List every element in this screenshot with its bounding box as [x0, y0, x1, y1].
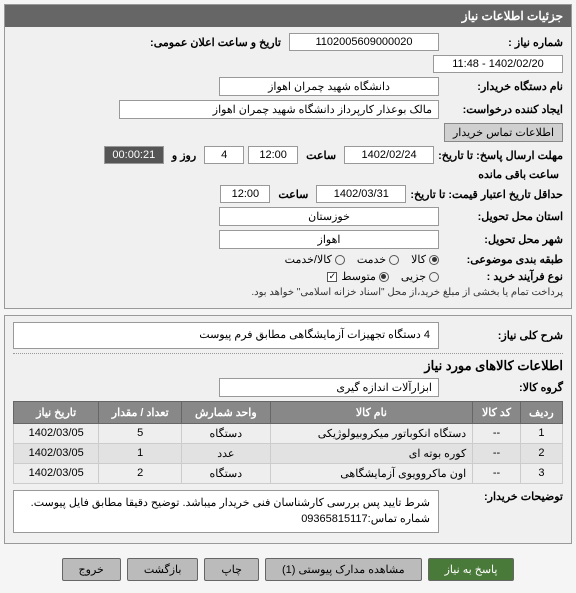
buyer-note-label: توضیحات خریدار:	[443, 490, 563, 503]
category-label: طبقه بندی موضوعی:	[443, 253, 563, 266]
deadline-time: 12:00	[248, 146, 298, 164]
need-no-label: شماره نیاز :	[443, 36, 563, 49]
table-cell: دستگاه	[182, 463, 271, 483]
valid-time: 12:00	[220, 185, 270, 203]
panel-title: جزئیات اطلاعات نیاز	[5, 5, 571, 27]
time-label-2: ساعت	[274, 188, 312, 201]
table-cell: دستگاه	[182, 423, 271, 443]
table-cell: 5	[99, 423, 182, 443]
table-cell: --	[473, 443, 521, 463]
radio-goods[interactable]: کالا	[411, 253, 439, 266]
contact-button[interactable]: اطلاعات تماس خریدار	[444, 123, 563, 142]
buyer-note: شرط تایید پس بررسی کارشناسان فنی خریدار …	[13, 490, 439, 533]
process-radio-group: جزیی متوسط	[341, 270, 439, 283]
desc-label: شرح کلی نیاز:	[443, 329, 563, 342]
group-field: ابزارآلات اندازه گیری	[219, 378, 439, 397]
reply-button[interactable]: پاسخ به نیاز	[428, 558, 515, 581]
valid-date: 1402/03/31	[316, 185, 406, 203]
announce-label: تاریخ و ساعت اعلان عمومی:	[146, 36, 285, 49]
items-header: اطلاعات کالاهای مورد نیاز	[13, 358, 563, 374]
exit-button[interactable]: خروج	[62, 558, 121, 581]
table-header: نام کالا	[270, 401, 473, 423]
back-button[interactable]: بازگشت	[127, 558, 199, 581]
table-header: واحد شمارش	[182, 401, 271, 423]
table-cell: 2	[99, 463, 182, 483]
province-label: استان محل تحویل:	[443, 210, 563, 223]
radio-goods-label: کالا	[411, 253, 426, 266]
radio-service-label: خدمت	[357, 253, 386, 266]
radio-dot-icon	[429, 272, 439, 282]
radio-medium-label: متوسط	[341, 270, 376, 283]
category-radio-group: کالا خدمت کالا/خدمت	[285, 253, 439, 266]
table-header: کد کالا	[473, 401, 521, 423]
countdown-label: ساعت باقی مانده	[474, 168, 563, 181]
radio-partial[interactable]: جزیی	[401, 270, 439, 283]
payment-checkbox[interactable]	[327, 272, 337, 282]
table-cell: 1	[520, 423, 562, 443]
valid-label: حداقل تاریخ اعتبار قیمت: تا تاریخ:	[410, 188, 563, 201]
panel-body: شماره نیاز : 1102005609000020 تاریخ و سا…	[5, 27, 571, 308]
creator-label: ایجاد کننده درخواست:	[443, 103, 563, 116]
time-label-1: ساعت	[302, 149, 340, 162]
items-panel: شرح کلی نیاز: 4 دستگاه تجهیزات آزمایشگاه…	[4, 315, 572, 544]
table-cell: کوره بوته ای	[270, 443, 473, 463]
desc-value: 4 دستگاه تجهیزات آزمایشگاهی مطابق فرم پی…	[13, 322, 439, 349]
attachments-button[interactable]: مشاهده مدارک پیوستی (1)	[265, 558, 422, 581]
city-label: شهر محل تحویل:	[443, 233, 563, 246]
buyer-field: دانشگاه شهید چمران اهواز	[219, 77, 439, 96]
radio-dot-icon	[429, 255, 439, 265]
payment-note: پرداخت تمام یا بخشی از مبلغ خرید،از محل …	[251, 287, 563, 298]
deadline-date: 1402/02/24	[344, 146, 434, 164]
table-header: تاریخ نیاز	[14, 401, 99, 423]
table-cell: 1402/03/05	[14, 423, 99, 443]
city-field: اهواز	[219, 230, 439, 249]
deadline-label: مهلت ارسال پاسخ: تا تاریخ:	[438, 149, 563, 162]
group-label: گروه کالا:	[443, 381, 563, 394]
radio-medium[interactable]: متوسط	[341, 270, 389, 283]
print-button[interactable]: چاپ	[204, 558, 259, 581]
announce-field: 1402/02/20 - 11:48	[433, 55, 563, 73]
need-no-field: 1102005609000020	[289, 33, 439, 51]
remain-days: 4	[204, 146, 244, 164]
table-row: 2--کوره بوته ایعدد11402/03/05	[14, 443, 563, 463]
radio-dot-icon	[389, 255, 399, 265]
countdown: 00:00:21	[104, 146, 164, 164]
radio-service[interactable]: خدمت	[357, 253, 399, 266]
process-label: نوع فرآیند خرید :	[443, 270, 563, 283]
creator-field: مالک بوعذار کارپرداز دانشگاه شهید چمران …	[119, 100, 439, 119]
radio-partial-label: جزیی	[401, 270, 426, 283]
table-row: 1--دستگاه انکوباتور میکروبیولوژیکیدستگاه…	[14, 423, 563, 443]
table-cell: --	[473, 463, 521, 483]
table-row: 3--اون ماکروویوی آزمایشگاهیدستگاه21402/0…	[14, 463, 563, 483]
radio-dot-icon	[335, 255, 345, 265]
table-cell: عدد	[182, 443, 271, 463]
table-cell: اون ماکروویوی آزمایشگاهی	[270, 463, 473, 483]
radio-dot-icon	[379, 272, 389, 282]
remain-hr-label: روز و	[168, 149, 200, 162]
table-cell: 1402/03/05	[14, 443, 99, 463]
table-header: ردیف	[520, 401, 562, 423]
items-table: ردیفکد کالانام کالاواحد شمارشتعداد / مقد…	[13, 401, 563, 484]
radio-both[interactable]: کالا/خدمت	[285, 253, 345, 266]
table-cell: --	[473, 423, 521, 443]
table-cell: 1	[99, 443, 182, 463]
province-field: خوزستان	[219, 207, 439, 226]
table-header: تعداد / مقدار	[99, 401, 182, 423]
table-cell: دستگاه انکوباتور میکروبیولوژیکی	[270, 423, 473, 443]
buyer-label: نام دستگاه خریدار:	[443, 80, 563, 93]
button-bar: پاسخ به نیاز مشاهده مدارک پیوستی (1) چاپ…	[4, 550, 572, 589]
table-cell: 2	[520, 443, 562, 463]
details-panel: جزئیات اطلاعات نیاز شماره نیاز : 1102005…	[4, 4, 572, 309]
table-cell: 1402/03/05	[14, 463, 99, 483]
radio-both-label: کالا/خدمت	[285, 253, 332, 266]
table-cell: 3	[520, 463, 562, 483]
